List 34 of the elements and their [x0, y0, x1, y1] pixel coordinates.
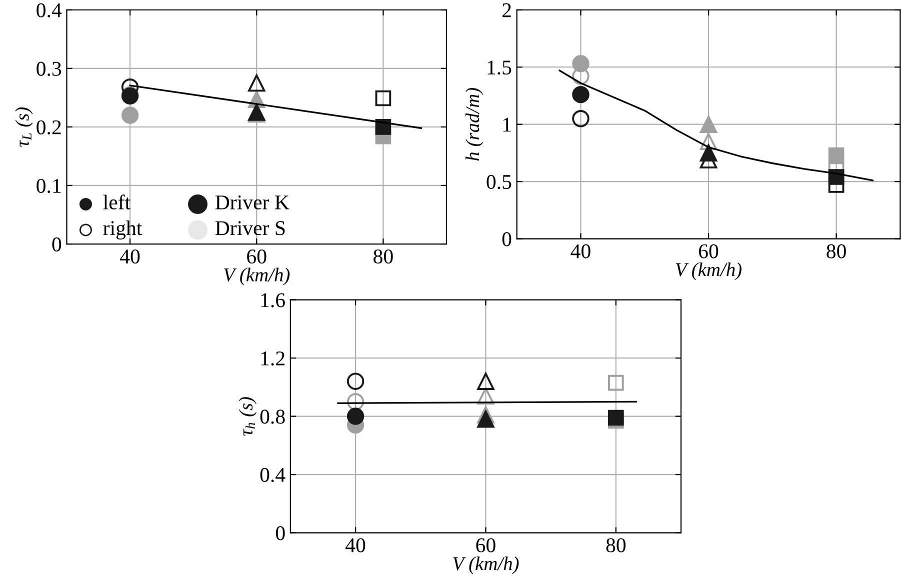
y-tick-label: 0.1 [36, 178, 61, 194]
annotation: Driver S [215, 221, 285, 236]
y-tick-label: 0.5 [486, 174, 512, 190]
y-tick-label: 1 [503, 118, 511, 132]
y-axis-title: h (rad/m) [466, 88, 484, 161]
x-tick-label: 60 [699, 244, 718, 258]
x-tick-label: 60 [476, 538, 496, 552]
y-axis-title: τ$_{L}$ (s) [15, 107, 33, 147]
x-tick-label: 80 [606, 538, 626, 552]
x-tick-label: 80 [826, 244, 846, 258]
x-axis-title: V (km/h) [453, 556, 519, 574]
x-tick-label: 80 [374, 249, 393, 264]
y-tick-label: 0.4 [36, 3, 62, 18]
y-axis-title: τ$_{h}$ (s) [238, 397, 257, 436]
y-tick-label: 0.8 [260, 410, 285, 424]
y-tick-label: 1.2 [261, 351, 284, 366]
annotation: left [103, 194, 130, 210]
x-tick-label: 40 [570, 244, 590, 258]
y-tick-label: 0.3 [36, 62, 62, 76]
x-tick-label: 40 [120, 249, 140, 264]
y-tick-label: 1.6 [261, 293, 285, 308]
y-tick-label: 0 [276, 526, 285, 540]
y-tick-label: 0 [502, 232, 512, 246]
annotation: Driver K [215, 195, 290, 210]
y-tick-label: 2 [502, 3, 511, 18]
y-tick-label: 0.2 [36, 120, 61, 134]
y-tick-label: 0 [52, 237, 62, 252]
annotation: right [103, 220, 142, 240]
x-axis-title: V (km/h) [676, 262, 742, 280]
x-tick-label: 40 [346, 538, 366, 552]
x-tick-label: 60 [247, 249, 266, 264]
y-tick-label: 1.5 [488, 60, 512, 75]
x-axis-title: V (km/h) [224, 268, 290, 286]
y-tick-label: 0.4 [260, 468, 286, 482]
